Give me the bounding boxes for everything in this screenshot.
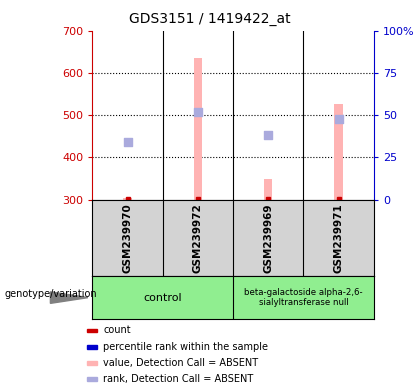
Polygon shape (50, 292, 88, 303)
Bar (334, 104, 343, 200)
Bar (87, 377, 97, 381)
Point (265, 132, 272, 138)
Text: control: control (144, 293, 182, 303)
Point (124, 139, 131, 145)
Point (194, 109, 201, 115)
Text: genotype/variation: genotype/variation (4, 289, 97, 299)
Text: GDS3151 / 1419422_at: GDS3151 / 1419422_at (129, 12, 291, 25)
Point (335, 116, 342, 122)
Text: rank, Detection Call = ABSENT: rank, Detection Call = ABSENT (103, 374, 254, 384)
Text: value, Detection Call = ABSENT: value, Detection Call = ABSENT (103, 358, 258, 368)
Text: GSM239970: GSM239970 (123, 203, 133, 273)
Text: GSM239969: GSM239969 (263, 204, 273, 273)
Text: beta-galactoside alpha-2,6-
sialyltransferase null: beta-galactoside alpha-2,6- sialyltransf… (244, 288, 363, 307)
Bar (87, 329, 97, 333)
Bar (87, 345, 97, 349)
Text: percentile rank within the sample: percentile rank within the sample (103, 342, 268, 352)
Bar (123, 198, 132, 200)
Bar (87, 361, 97, 365)
Text: GSM239972: GSM239972 (193, 203, 203, 273)
Bar (264, 179, 273, 200)
Text: count: count (103, 326, 131, 336)
Text: GSM239971: GSM239971 (333, 203, 344, 273)
Bar (194, 58, 202, 200)
